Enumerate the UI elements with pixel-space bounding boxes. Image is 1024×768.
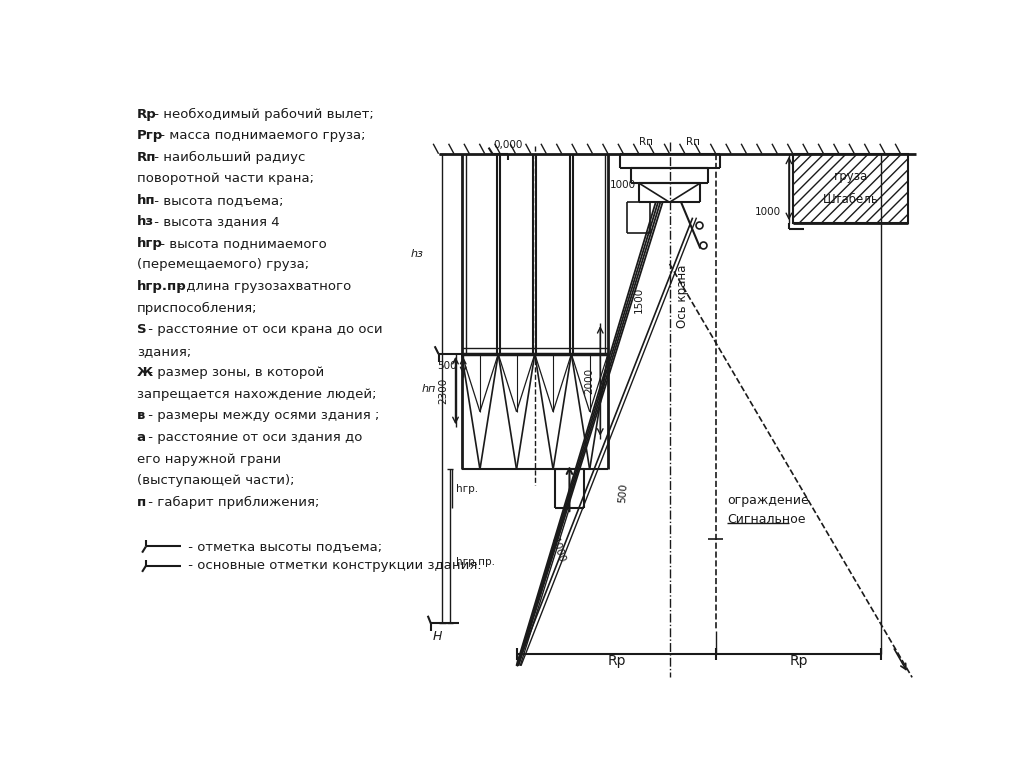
Text: H: H — [432, 630, 441, 643]
Text: - высота здания 4: - высота здания 4 — [150, 215, 280, 228]
Text: - габарит приближения;: - габарит приближения; — [144, 495, 319, 508]
Text: (выступающей части);: (выступающей части); — [137, 474, 294, 487]
Text: Rп: Rп — [639, 137, 653, 147]
Text: 1000: 1000 — [755, 207, 781, 217]
Text: 2000: 2000 — [584, 368, 594, 394]
Text: приспособления;: приспособления; — [137, 302, 257, 315]
Text: ограждение: ограждение — [727, 494, 809, 507]
Text: Rp: Rp — [790, 654, 808, 668]
Text: hгр.пр: hгр.пр — [137, 280, 186, 293]
Text: - наибольший радиус: - наибольший радиус — [150, 151, 305, 164]
Text: 1500: 1500 — [634, 287, 644, 313]
Text: запрещается нахождение людей;: запрещается нахождение людей; — [137, 388, 376, 401]
Text: его наружной грани: его наружной грани — [137, 452, 281, 465]
Text: - высота подъема;: - высота подъема; — [150, 194, 284, 207]
Text: hз: hз — [137, 215, 154, 228]
Text: Rp: Rp — [137, 108, 157, 121]
Text: hгр.: hгр. — [457, 484, 478, 494]
Text: 500: 500 — [437, 360, 457, 370]
Text: груза: груза — [834, 170, 867, 184]
Text: S: S — [137, 323, 146, 336]
Text: hп: hп — [422, 383, 436, 394]
Text: 1000: 1000 — [549, 536, 566, 564]
Text: Rp: Rp — [607, 654, 626, 668]
Text: 500: 500 — [617, 482, 629, 503]
Text: Ргр: Ргр — [137, 129, 163, 142]
Text: - размеры между осями здания ;: - размеры между осями здания ; — [144, 409, 380, 422]
Text: hгр: hгр — [137, 237, 163, 250]
Text: Сигнальное: Сигнальное — [727, 513, 806, 526]
Text: (перемещаемого) груза;: (перемещаемого) груза; — [137, 259, 309, 271]
Text: - основные отметки конструкции здания.: - основные отметки конструкции здания. — [184, 559, 482, 572]
Text: Ось крана: Ось крана — [676, 264, 689, 328]
Text: здания;: здания; — [137, 345, 190, 358]
Bar — [793, 154, 908, 223]
Text: Ж: Ж — [137, 366, 153, 379]
Text: 2300: 2300 — [438, 377, 447, 404]
Text: поворотной части крана;: поворотной части крана; — [137, 172, 313, 185]
Text: hз: hз — [411, 249, 423, 259]
Text: - необходимый рабочий вылет;: - необходимый рабочий вылет; — [150, 108, 374, 121]
Text: Rп: Rп — [137, 151, 157, 164]
Text: - длина грузозахватного: - длина грузозахватного — [173, 280, 351, 293]
Text: 1000: 1000 — [610, 180, 637, 190]
Text: Rп: Rп — [686, 137, 699, 147]
Text: - масса поднимаемого груза;: - масса поднимаемого груза; — [156, 129, 366, 142]
Text: 0,000: 0,000 — [494, 140, 522, 150]
Text: п: п — [137, 495, 146, 508]
Text: Штабель: Штабель — [822, 194, 879, 207]
Text: - отметка высоты подъема;: - отметка высоты подъема; — [184, 540, 383, 553]
Text: - расстояние от оси крана до оси: - расстояние от оси крана до оси — [144, 323, 383, 336]
Text: а: а — [137, 431, 145, 444]
Text: hгр.пр.: hгр.пр. — [457, 557, 496, 567]
Text: в: в — [137, 409, 145, 422]
Text: - размер зоны, в которой: - размер зоны, в которой — [144, 366, 325, 379]
Text: - расстояние от оси здания до: - расстояние от оси здания до — [144, 431, 362, 444]
Text: hп: hп — [137, 194, 156, 207]
Text: - высота поднимаемого: - высота поднимаемого — [156, 237, 327, 250]
